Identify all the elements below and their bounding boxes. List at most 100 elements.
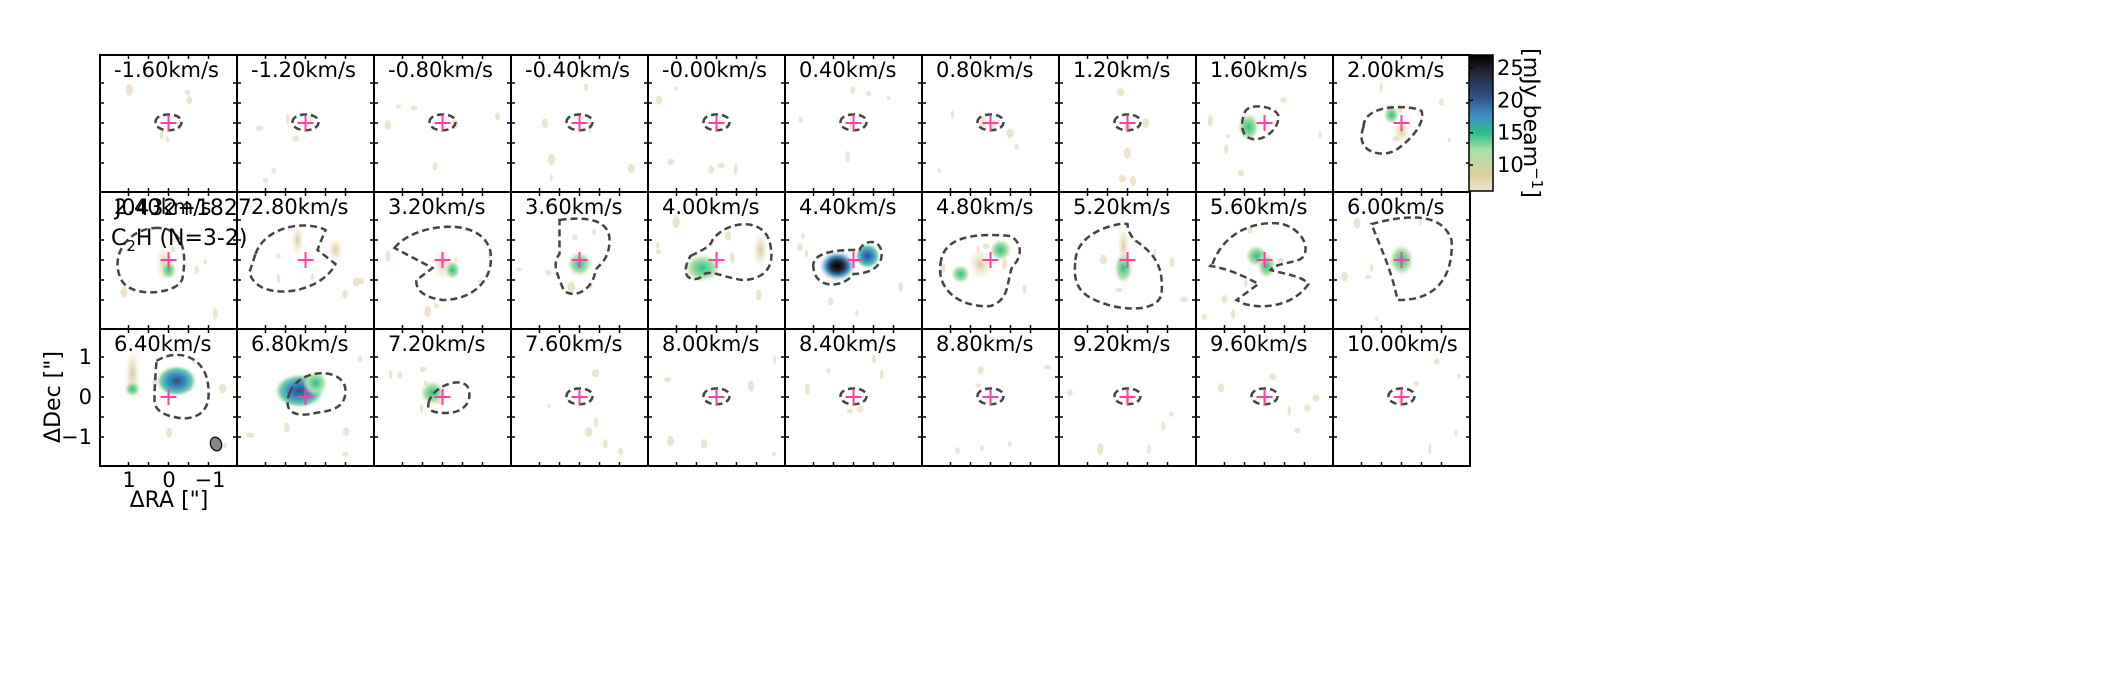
colorbar-tick-label: 10: [1497, 153, 1524, 177]
emission-blob: [160, 260, 177, 280]
channel-velocity-label: 4.00km/s: [662, 195, 759, 219]
beam-ellipse: [209, 436, 223, 452]
emission-blob: [1383, 105, 1400, 125]
mask-contour: [1369, 216, 1453, 302]
y-tick-label: 1: [79, 345, 92, 369]
noise-speck: [708, 165, 715, 174]
noise-speck: [700, 438, 708, 449]
noise-speck: [310, 273, 315, 281]
x-axis: 1 0 −1 ΔRA ["]: [122, 468, 225, 513]
noise-speck: [804, 250, 809, 258]
channel-velocity-label: 8.00km/s: [662, 332, 759, 356]
noise-speck: [591, 369, 600, 378]
emission-blob: [854, 243, 881, 269]
noise-speck: [1418, 220, 1422, 226]
source-position-marker: [982, 115, 999, 131]
source-position-marker: [1256, 389, 1273, 405]
noise-speck: [826, 368, 831, 374]
noise-speck: [432, 162, 438, 171]
mask-contour: [976, 113, 1005, 132]
noise-speck: [717, 162, 725, 169]
mask-contour: [154, 113, 183, 132]
channel-panel: [1332, 328, 1471, 467]
emission-blob: [419, 380, 446, 406]
emission-blob: [327, 237, 344, 263]
source-position-marker: [845, 389, 862, 405]
noise-speck: [121, 286, 128, 299]
emission-blob: [291, 224, 304, 256]
channel-velocity-label: -1.60km/s: [114, 58, 219, 82]
noise-speck: [1457, 374, 1461, 379]
x-axis-label: ΔRA ["]: [130, 488, 209, 513]
noise-speck: [747, 380, 755, 392]
panel-grid: [99, 54, 1471, 467]
noise-speck: [419, 404, 424, 413]
noise-speck: [1225, 134, 1231, 139]
emission-blob: [967, 248, 994, 280]
mask-contour: [153, 353, 210, 420]
noise-speck: [618, 447, 624, 456]
channel-velocity-label: 5.60km/s: [1210, 195, 1307, 219]
mask-contour: [812, 240, 883, 286]
noise-speck: [1044, 364, 1052, 370]
noise-speck: [271, 167, 277, 174]
noise-speck: [730, 252, 735, 264]
noise-speck: [203, 259, 207, 265]
noise-speck: [572, 233, 578, 241]
noise-speck: [263, 177, 269, 184]
channel-panel: [1195, 328, 1334, 467]
channel-velocity-label: -0.80km/s: [388, 58, 493, 82]
channel-velocity-label: 1.20km/s: [1073, 58, 1170, 82]
channel-panel: [1195, 191, 1334, 330]
source-label: J0432+1827: [113, 196, 252, 221]
noise-speck: [849, 120, 853, 131]
noise-speck: [672, 216, 680, 229]
x-tick-label: −1: [195, 468, 226, 492]
noise-speck: [186, 96, 193, 105]
noise-speck: [855, 310, 859, 317]
emission-blob: [124, 381, 141, 397]
source-position-marker: [1393, 115, 1410, 131]
noise-speck: [424, 305, 432, 318]
channel-velocity-label: 9.20km/s: [1073, 332, 1170, 356]
noise-speck: [1123, 147, 1131, 159]
noise-speck: [1142, 117, 1150, 129]
mask-contour: [1073, 222, 1164, 310]
source-position-marker: [708, 252, 725, 268]
channel-panel: [1058, 328, 1197, 467]
source-position-marker: [1256, 252, 1273, 268]
source-position-marker: [1256, 115, 1273, 131]
mask-contour: [392, 225, 493, 302]
noise-speck: [1454, 429, 1458, 436]
noise-speck: [1153, 249, 1157, 258]
noise-speck: [1312, 394, 1320, 402]
noise-speck: [1247, 227, 1253, 234]
noise-speck: [1318, 131, 1322, 139]
emission-blob: [752, 230, 769, 270]
channel-velocity-label: 4.40km/s: [799, 195, 896, 219]
noise-speck: [1434, 358, 1440, 365]
channel-velocity-label: 1.60km/s: [1210, 58, 1307, 82]
noise-speck: [516, 267, 522, 272]
noise-speck: [1161, 421, 1166, 432]
noise-speck: [583, 83, 589, 91]
noise-speck: [159, 128, 164, 140]
noise-speck: [549, 174, 553, 182]
channel-velocity-label: 2.80km/s: [251, 195, 348, 219]
emission-blob: [155, 365, 198, 397]
noise-speck: [1067, 389, 1073, 396]
channel-panel: [510, 191, 649, 330]
noise-speck: [664, 377, 672, 383]
noise-speck: [283, 422, 290, 433]
channel-velocity-label: 9.60km/s: [1210, 332, 1307, 356]
noise-speck: [1125, 394, 1133, 405]
channel-panel: [1195, 54, 1334, 193]
mask-contour: [839, 387, 868, 406]
noise-speck: [1115, 287, 1123, 293]
source-position-marker: [1119, 389, 1136, 405]
noise-speck: [898, 282, 904, 293]
noise-speck: [1237, 169, 1244, 177]
mask-contour: [426, 381, 471, 415]
channel-velocity-label: 7.60km/s: [525, 332, 622, 356]
